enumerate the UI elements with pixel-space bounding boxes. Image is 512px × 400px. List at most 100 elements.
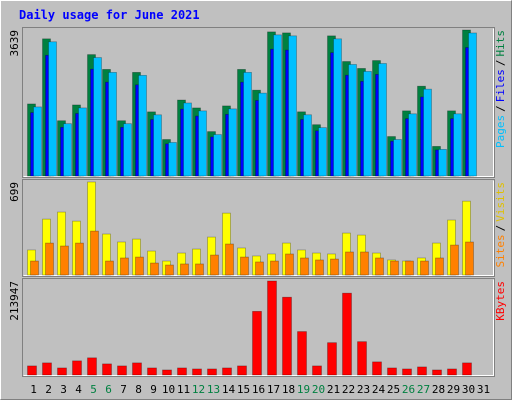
x-tick-label: 26 <box>402 383 415 396</box>
bar <box>432 369 442 376</box>
bar <box>297 331 307 376</box>
bar <box>378 63 387 177</box>
bar <box>27 365 37 376</box>
bar <box>150 262 159 276</box>
bar <box>363 71 372 177</box>
bar <box>102 363 112 376</box>
legend-separator: / <box>494 225 507 232</box>
bar <box>168 142 177 177</box>
x-tick-label: 12 <box>192 383 205 396</box>
bar <box>228 108 237 177</box>
bar <box>345 251 354 276</box>
x-tick-label: 13 <box>207 383 220 396</box>
bar <box>450 244 459 276</box>
bar <box>258 92 267 177</box>
bar <box>417 366 427 376</box>
x-tick-label: 28 <box>432 383 445 396</box>
bar <box>375 257 384 276</box>
bar <box>72 360 82 376</box>
bar <box>348 64 357 177</box>
bar <box>423 88 432 177</box>
legend-entry: Files <box>494 69 507 102</box>
bar <box>147 367 157 376</box>
legend-separator: / <box>494 105 507 112</box>
bar <box>75 242 84 276</box>
bar <box>153 114 162 177</box>
x-tick-label: 18 <box>282 383 295 396</box>
x-tick-label: 20 <box>312 383 325 396</box>
bar <box>222 367 232 376</box>
bar <box>255 261 264 276</box>
bar <box>135 256 144 276</box>
y-tick-label: 699 <box>8 182 21 202</box>
x-tick-label: 31 <box>477 383 490 396</box>
bar <box>33 106 42 177</box>
legend-entry: Pages <box>494 115 507 148</box>
panel-frame <box>22 27 495 178</box>
panel-frame <box>22 179 495 277</box>
x-tick-label: 5 <box>90 383 97 396</box>
bar <box>405 260 414 276</box>
x-tick-label: 23 <box>357 383 370 396</box>
x-tick-label: 9 <box>150 383 157 396</box>
bar <box>162 369 172 376</box>
bar <box>195 263 204 276</box>
panel-frame-light <box>23 28 494 177</box>
legend: Pages / Files / Hits <box>494 30 507 148</box>
y-tick-label: 213947 <box>8 281 21 321</box>
bar <box>240 256 249 276</box>
bar <box>198 110 207 177</box>
bar <box>315 259 324 276</box>
legend: Sites / Visits <box>494 182 507 268</box>
bar <box>213 134 222 177</box>
x-tick-label: 7 <box>120 383 127 396</box>
bar <box>48 41 57 177</box>
bar <box>327 342 337 376</box>
x-tick-label: 17 <box>267 383 280 396</box>
bar <box>225 243 234 276</box>
bar <box>438 149 447 177</box>
bar <box>462 362 472 376</box>
x-tick-label: 25 <box>387 383 400 396</box>
bar <box>408 113 417 177</box>
bar <box>90 230 99 276</box>
bar <box>78 107 87 177</box>
x-tick-label: 30 <box>462 383 475 396</box>
bar <box>243 72 252 177</box>
x-tick-label: 29 <box>447 383 460 396</box>
x-tick-label: 1 <box>30 383 37 396</box>
bar <box>138 74 147 177</box>
bar <box>120 257 129 276</box>
x-tick-label: 24 <box>372 383 386 396</box>
bar <box>132 362 142 376</box>
bar <box>252 310 262 376</box>
x-tick-label: 8 <box>135 383 142 396</box>
legend-separator: / <box>494 60 507 67</box>
x-tick-label: 22 <box>342 383 355 396</box>
bar <box>360 251 369 276</box>
bar <box>180 263 189 276</box>
bar <box>357 341 367 376</box>
x-tick-label: 4 <box>75 383 82 396</box>
x-tick-label: 27 <box>417 383 430 396</box>
x-tick-label: 2 <box>45 383 52 396</box>
panel-frame <box>22 278 495 377</box>
bar <box>420 260 429 276</box>
bar <box>465 241 474 276</box>
bar <box>447 368 457 376</box>
bar <box>192 368 202 376</box>
bar <box>435 257 444 276</box>
x-tick-label: 16 <box>252 383 265 396</box>
bar <box>183 102 192 177</box>
bar <box>177 367 187 376</box>
bar <box>303 114 312 177</box>
bar <box>387 367 397 376</box>
panel-frame-light <box>23 279 494 376</box>
bar <box>63 123 72 177</box>
bar <box>300 257 309 276</box>
bar <box>468 32 477 177</box>
x-tick-label: 10 <box>162 383 175 396</box>
bar <box>402 368 412 376</box>
bar <box>318 127 327 177</box>
